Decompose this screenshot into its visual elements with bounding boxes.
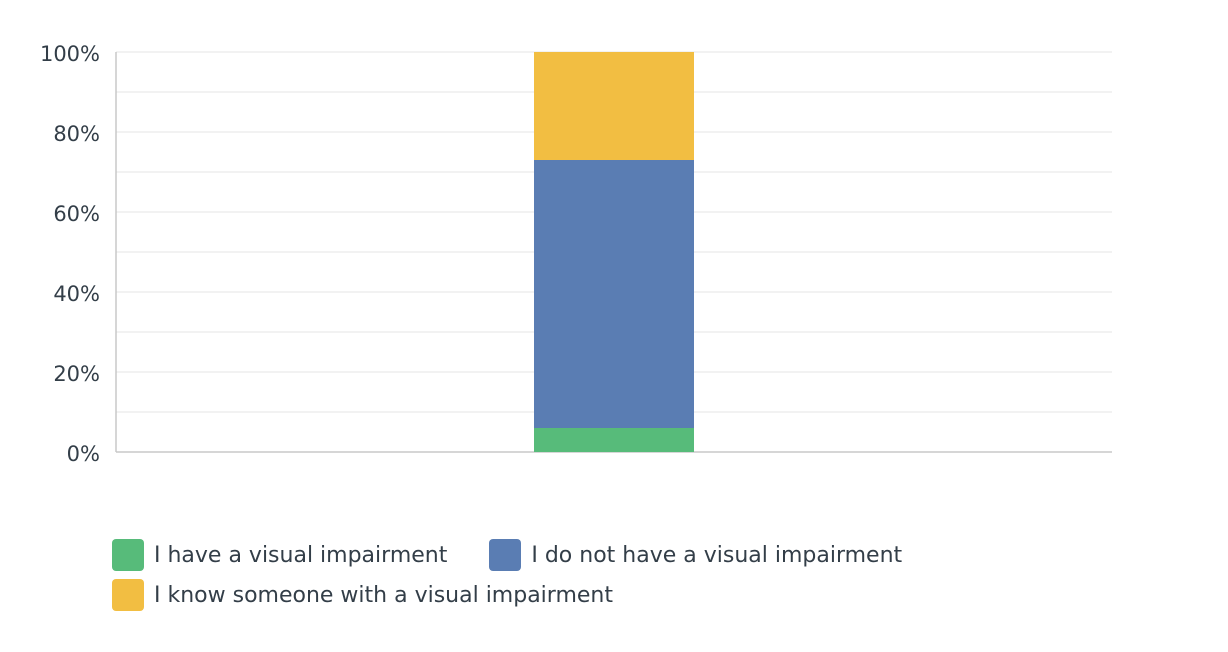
y-tick-label: 60% [53, 202, 100, 226]
y-tick-label: 40% [53, 282, 100, 306]
legend-label: I do not have a visual impairment [531, 542, 903, 568]
chart-legend: I have a visual impairment I do not have… [112, 538, 1112, 618]
legend-item-have-impairment[interactable]: I have a visual impairment [112, 539, 447, 571]
y-tick-label: 20% [53, 362, 100, 386]
bar-segment-2 [534, 160, 694, 428]
legend-row-2: I know someone with a visual impairment [112, 578, 1112, 612]
stacked-bar-chart: 0% 20% 40% 60% 80% 100% [40, 42, 1112, 466]
legend-swatch-green [112, 539, 144, 571]
legend-swatch-blue [489, 539, 522, 571]
y-tick-label: 80% [53, 122, 100, 146]
legend-label: I know someone with a visual impairment [154, 582, 613, 608]
legend-label: I have a visual impairment [154, 542, 448, 568]
y-tick-label: 0% [67, 442, 100, 466]
legend-swatch-yellow [112, 579, 144, 611]
legend-item-no-impairment[interactable]: I do not have a visual impairment [489, 539, 902, 571]
legend-item-know-someone[interactable]: I know someone with a visual impairment [112, 579, 613, 611]
bar-segment-3 [534, 52, 694, 160]
y-tick-label: 100% [40, 42, 100, 66]
legend-row-1: I have a visual impairment I do not have… [112, 538, 1112, 572]
bar-segment-1 [534, 428, 694, 452]
chart-canvas: 0% 20% 40% 60% 80% 100% [40, 42, 1112, 466]
